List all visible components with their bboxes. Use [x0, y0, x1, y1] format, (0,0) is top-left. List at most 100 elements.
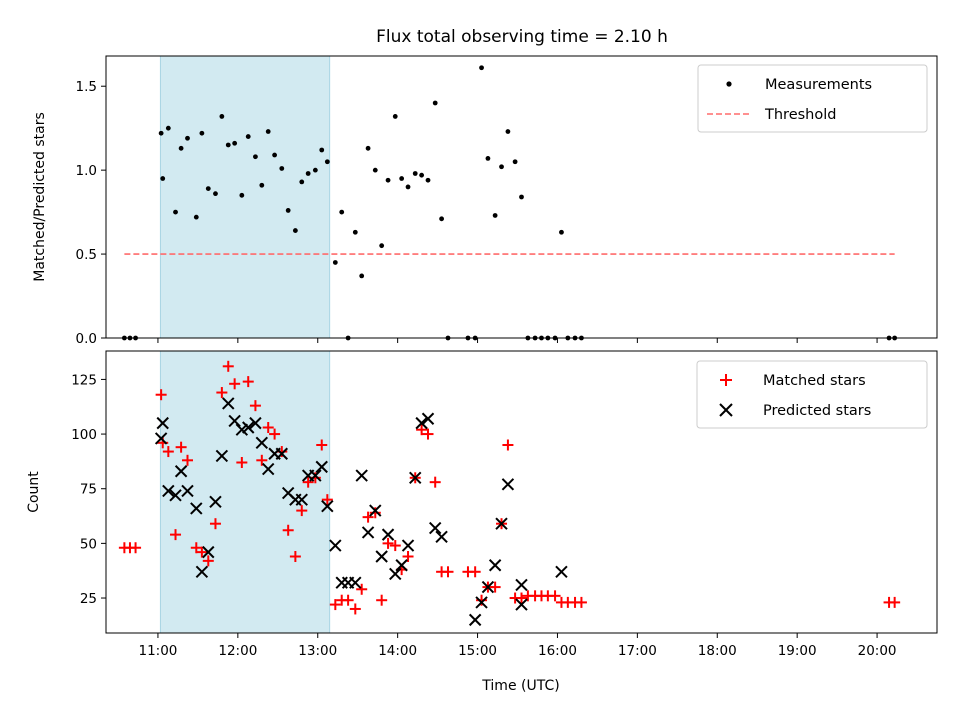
- top-legend: Measurements Threshold: [697, 64, 928, 133]
- measurement-point: [332, 260, 338, 265]
- measurement-point: [272, 152, 277, 158]
- y-tick-label: 125: [71, 372, 97, 388]
- matched-stars-point: [209, 518, 221, 530]
- predicted-stars-point: [242, 421, 255, 434]
- measurement-point: [379, 243, 385, 249]
- predicted-stars-point: [209, 495, 222, 509]
- legend-threshold-label: Threshold: [764, 107, 836, 123]
- predicted-stars-point: [174, 465, 188, 478]
- legend-predicted-marker: [719, 403, 733, 417]
- measurement-point: [178, 145, 184, 151]
- predicted-stars-point: [228, 414, 241, 428]
- predicted-stars-point: [475, 596, 488, 609]
- predicted-stars-point: [369, 504, 382, 517]
- y-tick-label: 50: [80, 536, 97, 552]
- measurement-point: [165, 125, 171, 131]
- measurement-point: [213, 191, 218, 197]
- legend-measurements-marker: [726, 81, 732, 87]
- predicted-stars-point: [321, 500, 334, 513]
- measurement-point: [519, 194, 524, 200]
- predicted-stars-point: [309, 469, 322, 482]
- predicted-stars-point: [421, 412, 435, 425]
- matched-stars-point: [516, 592, 527, 604]
- y-tick-label: 0.5: [76, 247, 97, 263]
- measurement-point: [285, 208, 291, 213]
- measurement-point: [305, 171, 311, 176]
- predicted-stars-point: [468, 613, 482, 627]
- matched-stars-point: [389, 540, 401, 552]
- legend-matched-label: Matched stars: [763, 373, 866, 389]
- measurement-point: [499, 164, 504, 170]
- top-plot-frame: [105, 55, 938, 339]
- measurement-point: [405, 184, 411, 190]
- x-tick-label: 15:00: [458, 643, 497, 659]
- y-tick-label: 1.0: [76, 163, 97, 179]
- predicted-stars-point: [154, 432, 168, 445]
- predicted-stars-point: [222, 397, 235, 410]
- predicted-stars-point: [401, 539, 415, 552]
- measurement-point: [399, 176, 405, 181]
- measurement-point: [265, 129, 271, 134]
- matched-stars-point: [170, 529, 182, 541]
- matched-stars-point: [222, 360, 234, 372]
- predicted-stars-point: [190, 502, 203, 515]
- matched-stars-point: [402, 550, 414, 562]
- matched-stars-point: [182, 454, 194, 466]
- predicted-stars-point: [395, 559, 408, 572]
- matched-stars-point: [369, 507, 381, 519]
- bottom-legend: Matched stars Predicted stars: [696, 360, 928, 429]
- predicted-stars-point: [428, 521, 442, 535]
- measurement-point: [359, 273, 365, 279]
- matched-stars-point: [316, 439, 328, 451]
- matched-stars-point: [296, 505, 308, 517]
- predicted-stars-point: [255, 436, 269, 450]
- matched-stars-point: [321, 494, 333, 506]
- predicted-stars-point: [202, 545, 215, 559]
- measurement-point: [245, 134, 251, 139]
- matched-stars-point: [575, 596, 587, 608]
- measurement-point: [479, 65, 484, 71]
- matched-stars-point: [422, 428, 434, 440]
- predicted-stars-point: [375, 550, 388, 563]
- chart-title: Flux total observing time = 2.10 h: [376, 27, 668, 47]
- matched-stars-point: [889, 596, 901, 608]
- bottom-plot-frame: [105, 350, 938, 634]
- predicted-stars-point: [488, 559, 502, 572]
- predicted-stars-point: [349, 576, 362, 589]
- measurement-point: [205, 186, 211, 192]
- predicted-stars-point: [295, 493, 308, 506]
- predicted-stars-point: [156, 416, 169, 430]
- predicted-stars-point: [315, 460, 328, 474]
- matched-stars-point: [269, 428, 281, 440]
- measurement-point: [160, 176, 166, 181]
- measurement-point: [158, 130, 164, 136]
- matched-stars-point: [469, 566, 481, 578]
- measurement-point: [559, 229, 564, 235]
- predicted-stars-point: [355, 469, 368, 482]
- matched-stars-point: [262, 422, 274, 434]
- measurement-point: [439, 216, 444, 222]
- y-tick-label: 75: [80, 482, 97, 498]
- matched-stars-point: [489, 581, 501, 593]
- legend-predicted-label: Predicted stars: [763, 403, 871, 419]
- measurement-point: [505, 129, 511, 134]
- predicted-stars-point: [515, 598, 528, 611]
- measurement-point: [312, 167, 318, 173]
- measurement-point: [259, 182, 265, 188]
- predicted-stars-point: [249, 416, 262, 430]
- x-tick-label: 14:00: [378, 643, 417, 659]
- matched-stars-point: [302, 476, 314, 488]
- matched-stars-point: [216, 387, 228, 399]
- measurement-point: [352, 229, 358, 235]
- bottom-panel: 25 50 75 100 125 11:00 12:00 13:00 14:00 15:00 16…: [26, 350, 938, 694]
- top-legend-box: [697, 64, 928, 133]
- predicted-stars-point: [381, 528, 395, 541]
- measurement-point: [412, 171, 418, 176]
- legend-matched-marker: [720, 374, 732, 386]
- x-axis-label: Time (UTC): [481, 678, 559, 694]
- predicted-stars-point: [501, 478, 515, 491]
- predicted-stars-point: [409, 471, 422, 484]
- measurement-point: [324, 159, 330, 165]
- measurement-point: [485, 155, 491, 161]
